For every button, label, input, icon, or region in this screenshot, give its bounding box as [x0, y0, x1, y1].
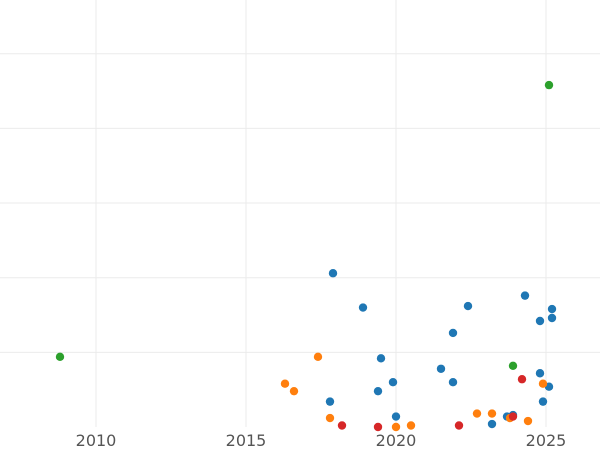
data-point-s2-2 — [544, 80, 554, 90]
data-point-s2-0 — [55, 352, 65, 362]
data-point-s0-4 — [373, 386, 383, 396]
data-point-s1-2 — [313, 352, 323, 362]
data-point-s0-11 — [487, 419, 497, 429]
data-point-s0-9 — [448, 378, 458, 387]
x-axis-tick-labels: 2010 2015 2020 2025 — [76, 431, 567, 450]
data-point-s3-2 — [454, 421, 464, 430]
data-point-s3-0 — [337, 421, 347, 430]
data-point-s1-9 — [523, 416, 533, 426]
data-points — [55, 80, 557, 432]
data-point-s0-16 — [535, 369, 545, 378]
data-point-s1-3 — [325, 413, 335, 423]
data-point-s3-1 — [373, 422, 383, 432]
x-tick-label-1: 2015 — [226, 431, 267, 450]
data-point-s0-2 — [376, 354, 386, 363]
data-point-s3-3 — [508, 412, 518, 421]
data-point-s0-6 — [391, 412, 401, 421]
data-point-s0-20 — [547, 313, 557, 323]
data-point-s2-1 — [508, 361, 518, 370]
x-tick-label-0: 2010 — [76, 431, 117, 450]
data-point-s0-17 — [538, 397, 548, 406]
data-point-s0-19 — [547, 304, 557, 314]
data-point-s1-6 — [472, 409, 482, 418]
vertical-gridlines — [95, 0, 547, 427]
data-point-s0-5 — [325, 397, 335, 406]
data-point-s0-8 — [448, 328, 458, 338]
x-tick-label-3: 2025 — [526, 431, 567, 450]
data-point-s1-5 — [406, 421, 416, 430]
data-point-s0-1 — [358, 303, 368, 312]
data-point-s0-3 — [388, 378, 398, 387]
data-point-s1-10 — [538, 379, 548, 388]
data-point-s1-7 — [487, 409, 497, 418]
data-point-s0-0 — [328, 269, 338, 278]
data-point-s0-14 — [520, 291, 530, 300]
data-point-s1-1 — [289, 386, 299, 396]
horizontal-gridlines — [0, 53, 600, 353]
data-point-s3-4 — [517, 375, 527, 384]
data-point-s0-10 — [463, 301, 473, 311]
x-tick-label-2: 2020 — [376, 431, 417, 450]
data-point-s1-0 — [280, 379, 290, 388]
data-point-s1-4 — [391, 422, 401, 432]
data-point-s0-7 — [436, 364, 446, 373]
data-point-s0-15 — [535, 316, 545, 326]
